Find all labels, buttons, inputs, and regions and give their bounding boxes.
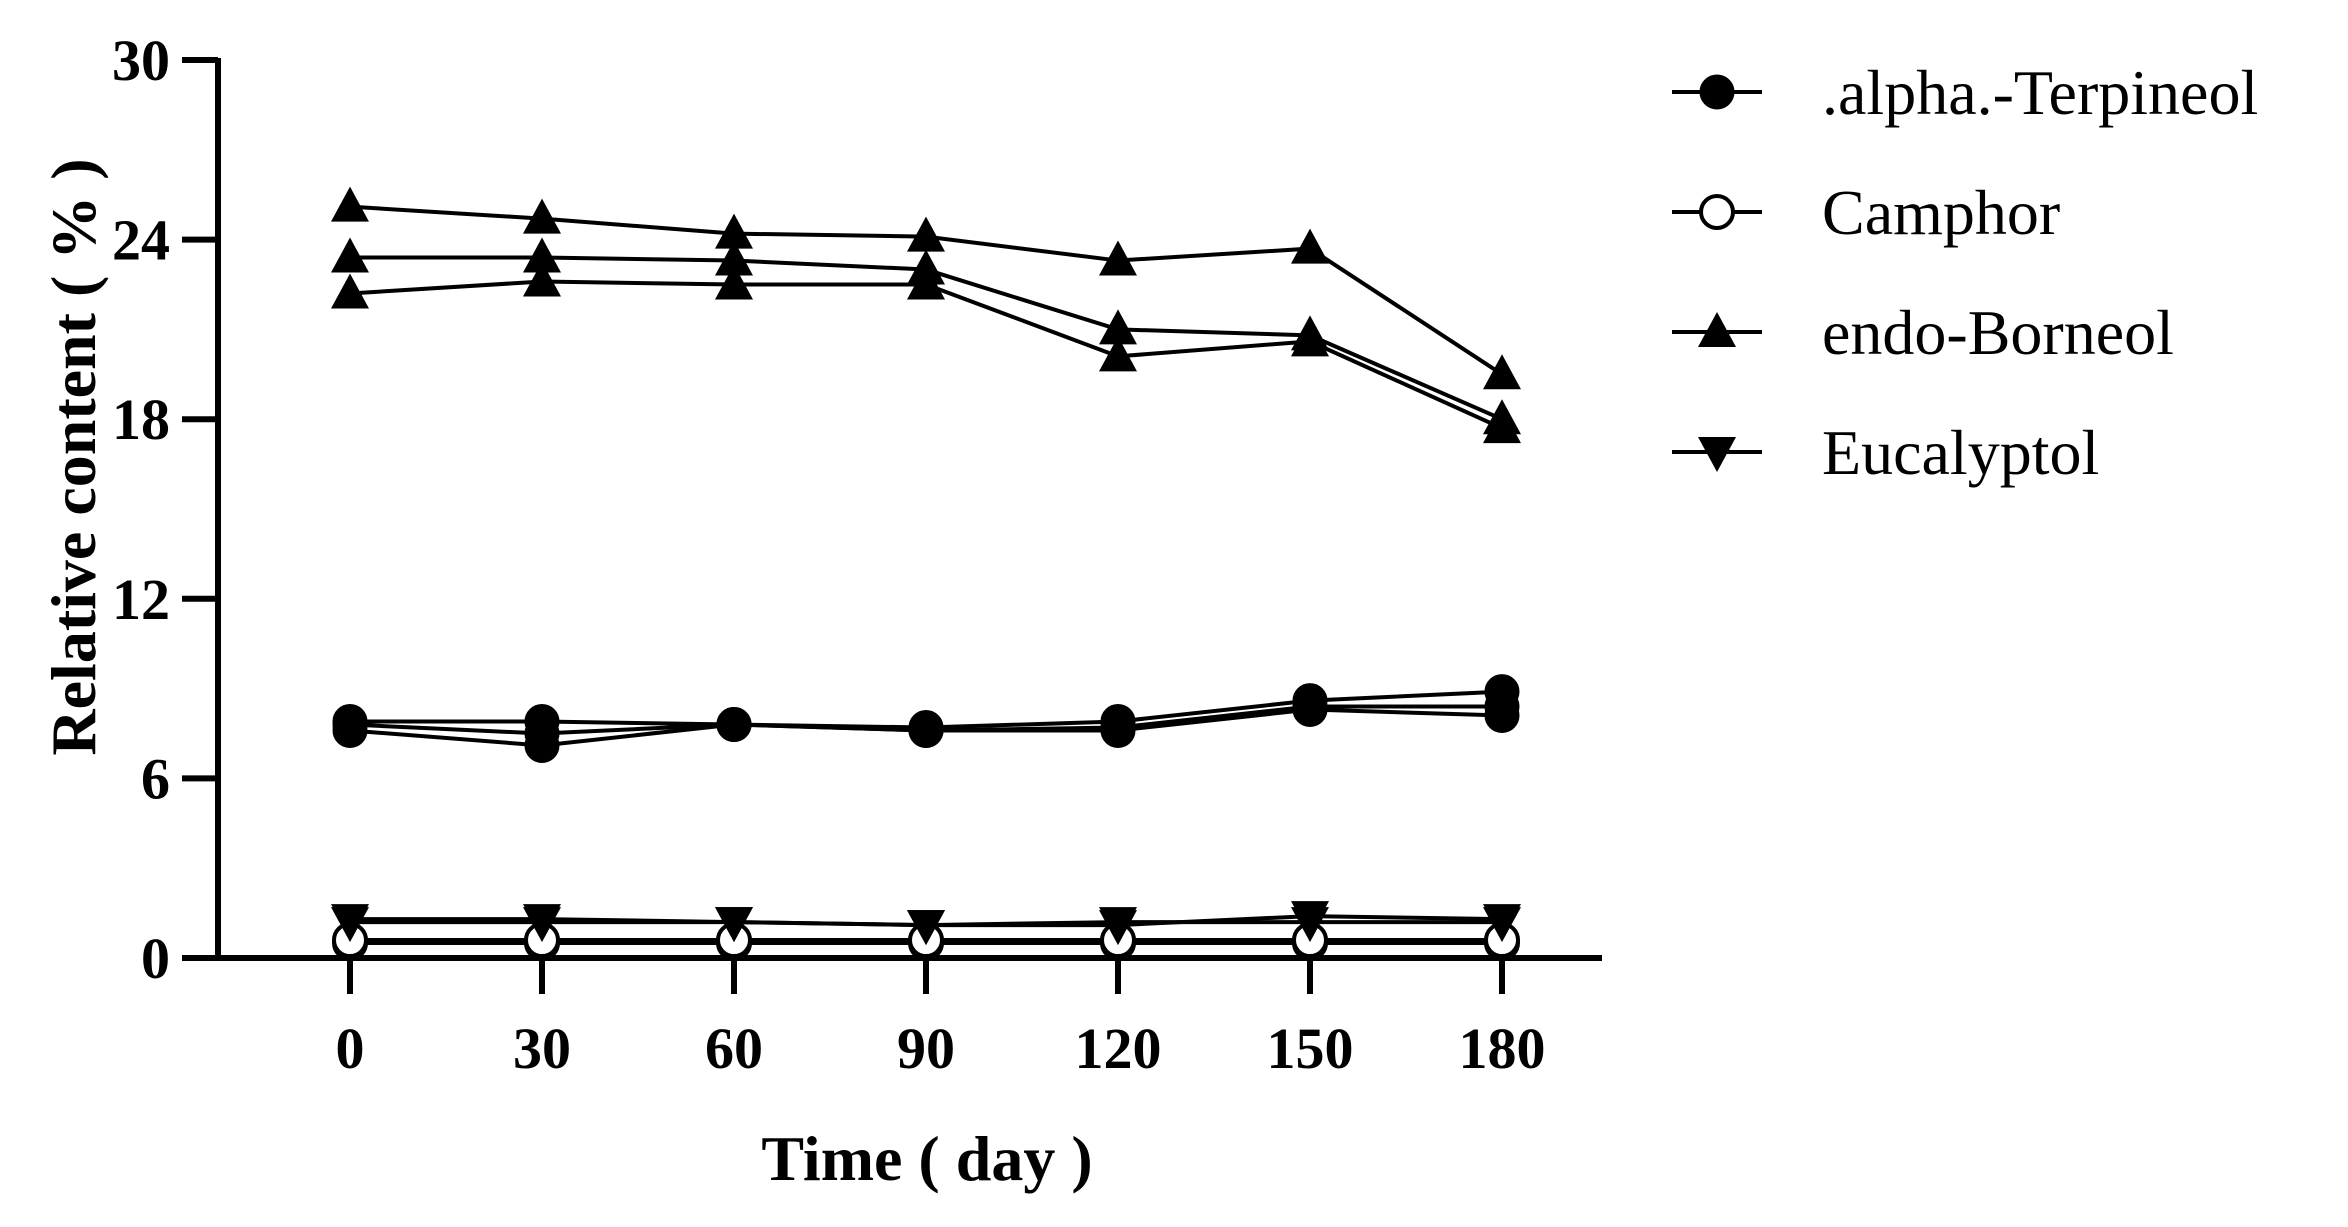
x-tick-label: 60 — [705, 1016, 763, 1081]
data-point-eucalyptol — [907, 910, 945, 946]
series-eucalyptol — [331, 901, 1521, 946]
y-axis: 0 6 12 18 24 30 — [112, 28, 221, 991]
data-point-alpha-terpineol — [332, 707, 368, 743]
data-point-eucalyptol — [715, 907, 753, 943]
data-point-alpha-terpineol — [716, 707, 752, 743]
y-tick-label: 0 — [141, 926, 170, 991]
legend-marker-eucalyptol — [1698, 437, 1736, 472]
data-point-alpha-terpineol — [524, 716, 560, 751]
data-point-alpha-terpineol — [1484, 689, 1520, 725]
legend-label: .alpha.-Terpineol — [1822, 57, 2258, 128]
data-point-eucalyptol — [523, 907, 561, 943]
y-axis-title: Relative content ( % ) — [38, 158, 109, 755]
data-point-endo-borneol — [1291, 321, 1329, 357]
legend-item-alpha-terpineol: .alpha.-Terpineol — [1672, 57, 2258, 128]
data-point-endo-borneol — [1483, 408, 1521, 444]
x-axis: 0 30 60 90 120 150 180 — [215, 955, 1602, 1081]
data-point-endo-borneol — [523, 198, 561, 234]
data-point-eucalyptol — [331, 907, 369, 943]
x-tick-label: 150 — [1267, 1016, 1354, 1081]
y-tick-label: 24 — [112, 208, 170, 273]
series-line-endo-borneol — [349, 279, 1503, 431]
legend-marker-camphor — [1699, 194, 1735, 230]
data-point-endo-borneol — [1099, 240, 1137, 276]
series-endo-borneol — [331, 186, 1521, 444]
x-tick-label: 90 — [897, 1016, 955, 1081]
y-tick-label: 30 — [112, 28, 170, 93]
x-tick-label: 120 — [1075, 1016, 1162, 1081]
legend-label: Camphor — [1822, 177, 2060, 248]
data-point-endo-borneol — [1483, 354, 1521, 390]
data-point-endo-borneol — [1291, 228, 1329, 264]
legend-item-camphor: Camphor — [1672, 177, 2060, 248]
data-point-endo-borneol — [523, 237, 561, 273]
legend-item-endo-borneol: endo-Borneol — [1672, 297, 2174, 368]
legend-item-eucalyptol: Eucalyptol — [1672, 417, 2099, 488]
legend-label: Eucalyptol — [1822, 417, 2099, 488]
data-point-alpha-terpineol — [1292, 689, 1328, 725]
data-point-endo-borneol — [1099, 309, 1137, 345]
x-tick-label: 0 — [336, 1016, 365, 1081]
x-tick-label: 30 — [513, 1016, 571, 1081]
legend-label: endo-Borneol — [1822, 297, 2174, 368]
data-point-endo-borneol — [907, 216, 945, 252]
data-point-endo-borneol — [523, 261, 561, 297]
x-axis-title: Time ( day ) — [761, 1123, 1092, 1194]
legend-marker-alpha-terpineol — [1699, 74, 1735, 110]
data-point-endo-borneol — [331, 273, 369, 309]
data-point-eucalyptol — [1099, 907, 1137, 943]
y-tick-label: 18 — [112, 387, 170, 452]
data-point-eucalyptol — [1291, 907, 1329, 943]
data-point-endo-borneol — [907, 264, 945, 300]
data-point-eucalyptol — [1483, 907, 1521, 943]
series-alpha-terpineol — [332, 674, 1520, 763]
data-point-endo-borneol — [715, 264, 753, 300]
legend-marker-endo-borneol — [1698, 312, 1736, 347]
y-tick-label: 12 — [112, 567, 170, 632]
data-point-endo-borneol — [331, 186, 369, 222]
data-point-alpha-terpineol — [1100, 710, 1136, 746]
data-point-endo-borneol — [715, 240, 753, 276]
legend: .alpha.-Terpineol Camphor endo-Borneol Euca… — [1672, 57, 2258, 488]
y-tick-label: 6 — [141, 746, 170, 811]
data-point-endo-borneol — [715, 213, 753, 249]
data-point-endo-borneol — [1099, 336, 1137, 372]
data-point-alpha-terpineol — [908, 713, 944, 749]
data-point-endo-borneol — [331, 237, 369, 273]
x-tick-label: 180 — [1459, 1016, 1546, 1081]
plot-area — [331, 186, 1521, 962]
